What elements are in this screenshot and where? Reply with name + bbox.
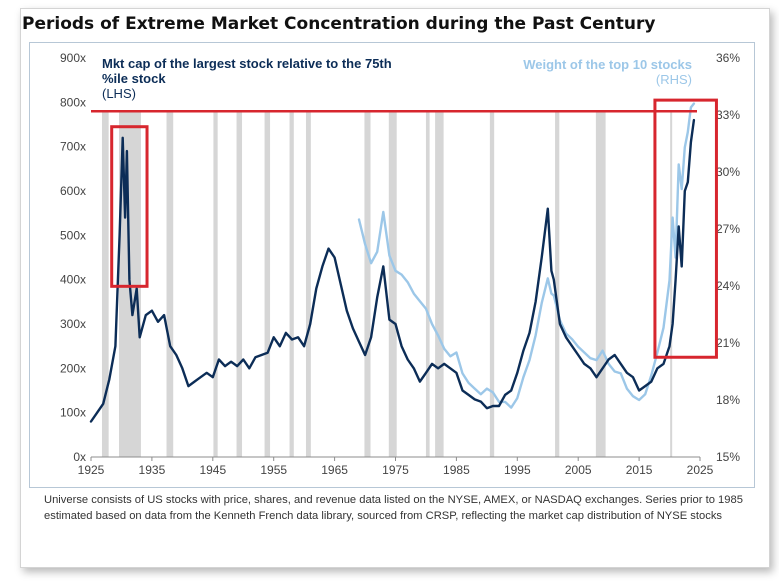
series-line-largest-stock-ratio (89, 118, 696, 423)
y-left-tick-label-5: 500x (60, 228, 86, 242)
x-tick-label-1985: 1985 (443, 463, 470, 477)
recession-band-15 (670, 112, 673, 457)
y-left-tick-label-6: 600x (60, 184, 86, 198)
recession-band-13 (555, 112, 560, 457)
recession-band-12 (489, 112, 495, 457)
x-tick-label-1965: 1965 (321, 463, 348, 477)
y-right-tick-label-7: 36% (716, 51, 740, 65)
right-series-label: Weight of the top 10 stocks (RHS) (470, 57, 692, 87)
recession-band-8 (364, 112, 371, 457)
y-right-tick-label-1: 18% (716, 393, 740, 407)
right-series-name: Weight of the top 10 stocks (523, 57, 692, 72)
recession-band-14 (595, 112, 606, 457)
recession-band-0 (101, 112, 109, 457)
y-right-tick-label-2: 21% (716, 336, 740, 350)
x-tick-label-1945: 1945 (199, 463, 226, 477)
recession-band-5 (264, 112, 271, 457)
recession-band-4 (236, 112, 243, 457)
x-tick-label-2015: 2015 (626, 463, 653, 477)
series-line-top10-weight (357, 102, 696, 409)
recession-band-9 (388, 112, 397, 457)
y-right-tick-label-0: 15% (716, 450, 740, 464)
footnote: Universe consists of US stocks with pric… (44, 494, 743, 522)
plot-frame (29, 42, 755, 488)
x-tick-label-1925: 1925 (78, 463, 105, 477)
page-title: Periods of Extreme Market Concentration … (22, 14, 656, 34)
left-series-unit: (LHS) (102, 86, 136, 101)
x-tick-label-1935: 1935 (139, 463, 166, 477)
left-series-label: Mkt cap of the largest stock relative to… (102, 56, 402, 101)
y-left-tick-label-7: 700x (60, 140, 86, 154)
recession-band-6 (289, 112, 294, 457)
y-right-tick-label-5: 30% (716, 165, 740, 179)
x-tick-label-1975: 1975 (382, 463, 409, 477)
highlight-box-0 (110, 125, 149, 288)
recession-band-7 (305, 112, 311, 457)
y-left-tick-label-3: 300x (60, 317, 86, 331)
recession-band-2 (166, 112, 174, 457)
y-right-tick-label-3: 24% (716, 279, 740, 293)
recession-band-10 (425, 112, 430, 457)
y-left-tick-label-0: 0x (73, 450, 86, 464)
highlight-box-1 (653, 98, 718, 359)
recession-band-11 (435, 112, 444, 457)
y-left-tick-label-1: 100x (60, 406, 86, 420)
y-left-tick-label-4: 400x (60, 273, 86, 287)
y-left-tick-label-2: 200x (60, 361, 86, 375)
left-series-name: Mkt cap of the largest stock relative to… (102, 56, 392, 86)
x-tick-label-1955: 1955 (260, 463, 287, 477)
x-tick-label-2025: 2025 (687, 463, 714, 477)
recession-band-3 (213, 112, 218, 457)
y-left-tick-label-9: 900x (60, 51, 86, 65)
y-left-tick-label-8: 800x (60, 95, 86, 109)
x-tick-label-2005: 2005 (565, 463, 592, 477)
x-tick-label-1995: 1995 (504, 463, 531, 477)
y-right-tick-label-4: 27% (716, 222, 740, 236)
y-right-tick-label-6: 33% (716, 108, 740, 122)
right-series-unit: (RHS) (655, 72, 692, 87)
